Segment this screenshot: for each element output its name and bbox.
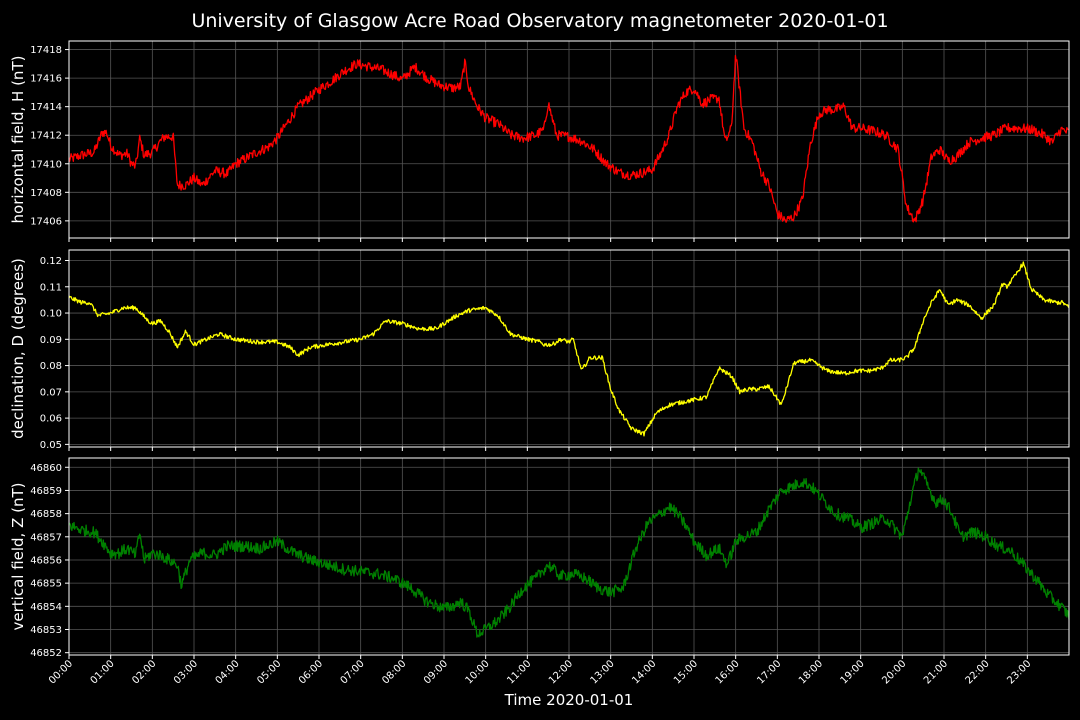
y-axis-label-H: horizontal field, H (nT) [9,56,27,224]
chart-title: University of Glasgow Acre Road Observat… [191,10,889,32]
y-axis-label-Z: vertical field, Z (nT) [9,482,27,630]
x-tick-label: 10:00 [464,658,492,686]
y-axis-label-D: declination, D (degrees) [9,258,27,439]
series-line-Z [68,467,1070,638]
panel-declination: 0.05 0.06 0.07 0.08 0.09 0.10 0.11 0.12 declinat… [9,249,1070,451]
x-tick-label: 09:00 [422,658,450,686]
x-tick-label: 23:00 [1005,658,1033,686]
y-tick-label: 46852 [30,648,62,659]
y-tick-label: 0.08 [40,361,62,372]
y-tick-label: 17406 [30,216,62,227]
x-axis-label: Time 2020-01-01 [504,691,634,709]
x-tick-label: 13:00 [589,658,617,686]
y-tick-label: 17410 [30,159,62,170]
y-tick-label: 0.06 [40,414,62,425]
x-tick-label: 11:00 [505,658,533,686]
x-tick-label: 00:00 [47,658,75,686]
x-tick-label: 08:00 [380,658,408,686]
x-tick-label: 03:00 [172,658,200,686]
y-tick-label: 46853 [30,625,62,636]
y-tick-label: 0.10 [40,309,62,320]
x-tick-label: 05:00 [255,658,283,686]
y-tick-label: 17414 [30,102,62,113]
x-tick-label: 19:00 [839,658,867,686]
panel-vertical-field: 46852 46853 46854 46855 46856 46857 46858 46859… [9,457,1070,659]
x-axis: 00:00 01:00 02:00 03:00 04:00 05:00 06:00 07:00… [47,658,1033,686]
x-tick-label: 07:00 [339,658,367,686]
x-tick-label: 02:00 [130,658,158,686]
y-tick-label: 17418 [30,45,62,56]
y-tick-label: 46859 [30,486,62,497]
x-tick-label: 06:00 [297,658,325,686]
y-tick-label: 17412 [30,131,62,142]
y-tick-label: 46857 [30,532,62,543]
y-tick-label: 46854 [30,602,62,613]
x-tick-label: 12:00 [547,658,575,686]
y-tick-label: 0.05 [40,440,62,451]
y-tick-label: 0.12 [40,256,62,267]
x-tick-label: 04:00 [214,658,242,686]
y-tick-label: 0.11 [40,282,62,293]
x-tick-label: 01:00 [89,658,117,686]
x-tick-label: 22:00 [964,658,992,686]
x-tick-label: 16:00 [714,658,742,686]
y-tick-label: 0.07 [40,387,62,398]
y-tick-label: 0.09 [40,335,62,346]
x-tick-label: 18:00 [797,658,825,686]
panel-horizontal-field: 17406 17408 17410 17412 17414 17416 17418horiz… [9,40,1070,242]
y-tick-label: 46855 [30,579,62,590]
y-tick-label: 46856 [30,555,62,566]
series-line-D [68,261,1070,437]
x-tick-label: 14:00 [630,658,658,686]
plot-frame [68,457,1070,656]
x-tick-label: 21:00 [922,658,950,686]
x-tick-label: 17:00 [755,658,783,686]
x-tick-label: 20:00 [880,658,908,686]
plot-frame [68,249,1070,448]
series-line-H [68,54,1070,223]
plot-frame [68,40,1070,239]
x-tick-label: 15:00 [672,658,700,686]
y-tick-label: 17408 [30,188,62,199]
y-tick-label: 46858 [30,509,62,520]
y-tick-label: 46860 [30,463,62,474]
y-tick-label: 17416 [30,74,62,85]
